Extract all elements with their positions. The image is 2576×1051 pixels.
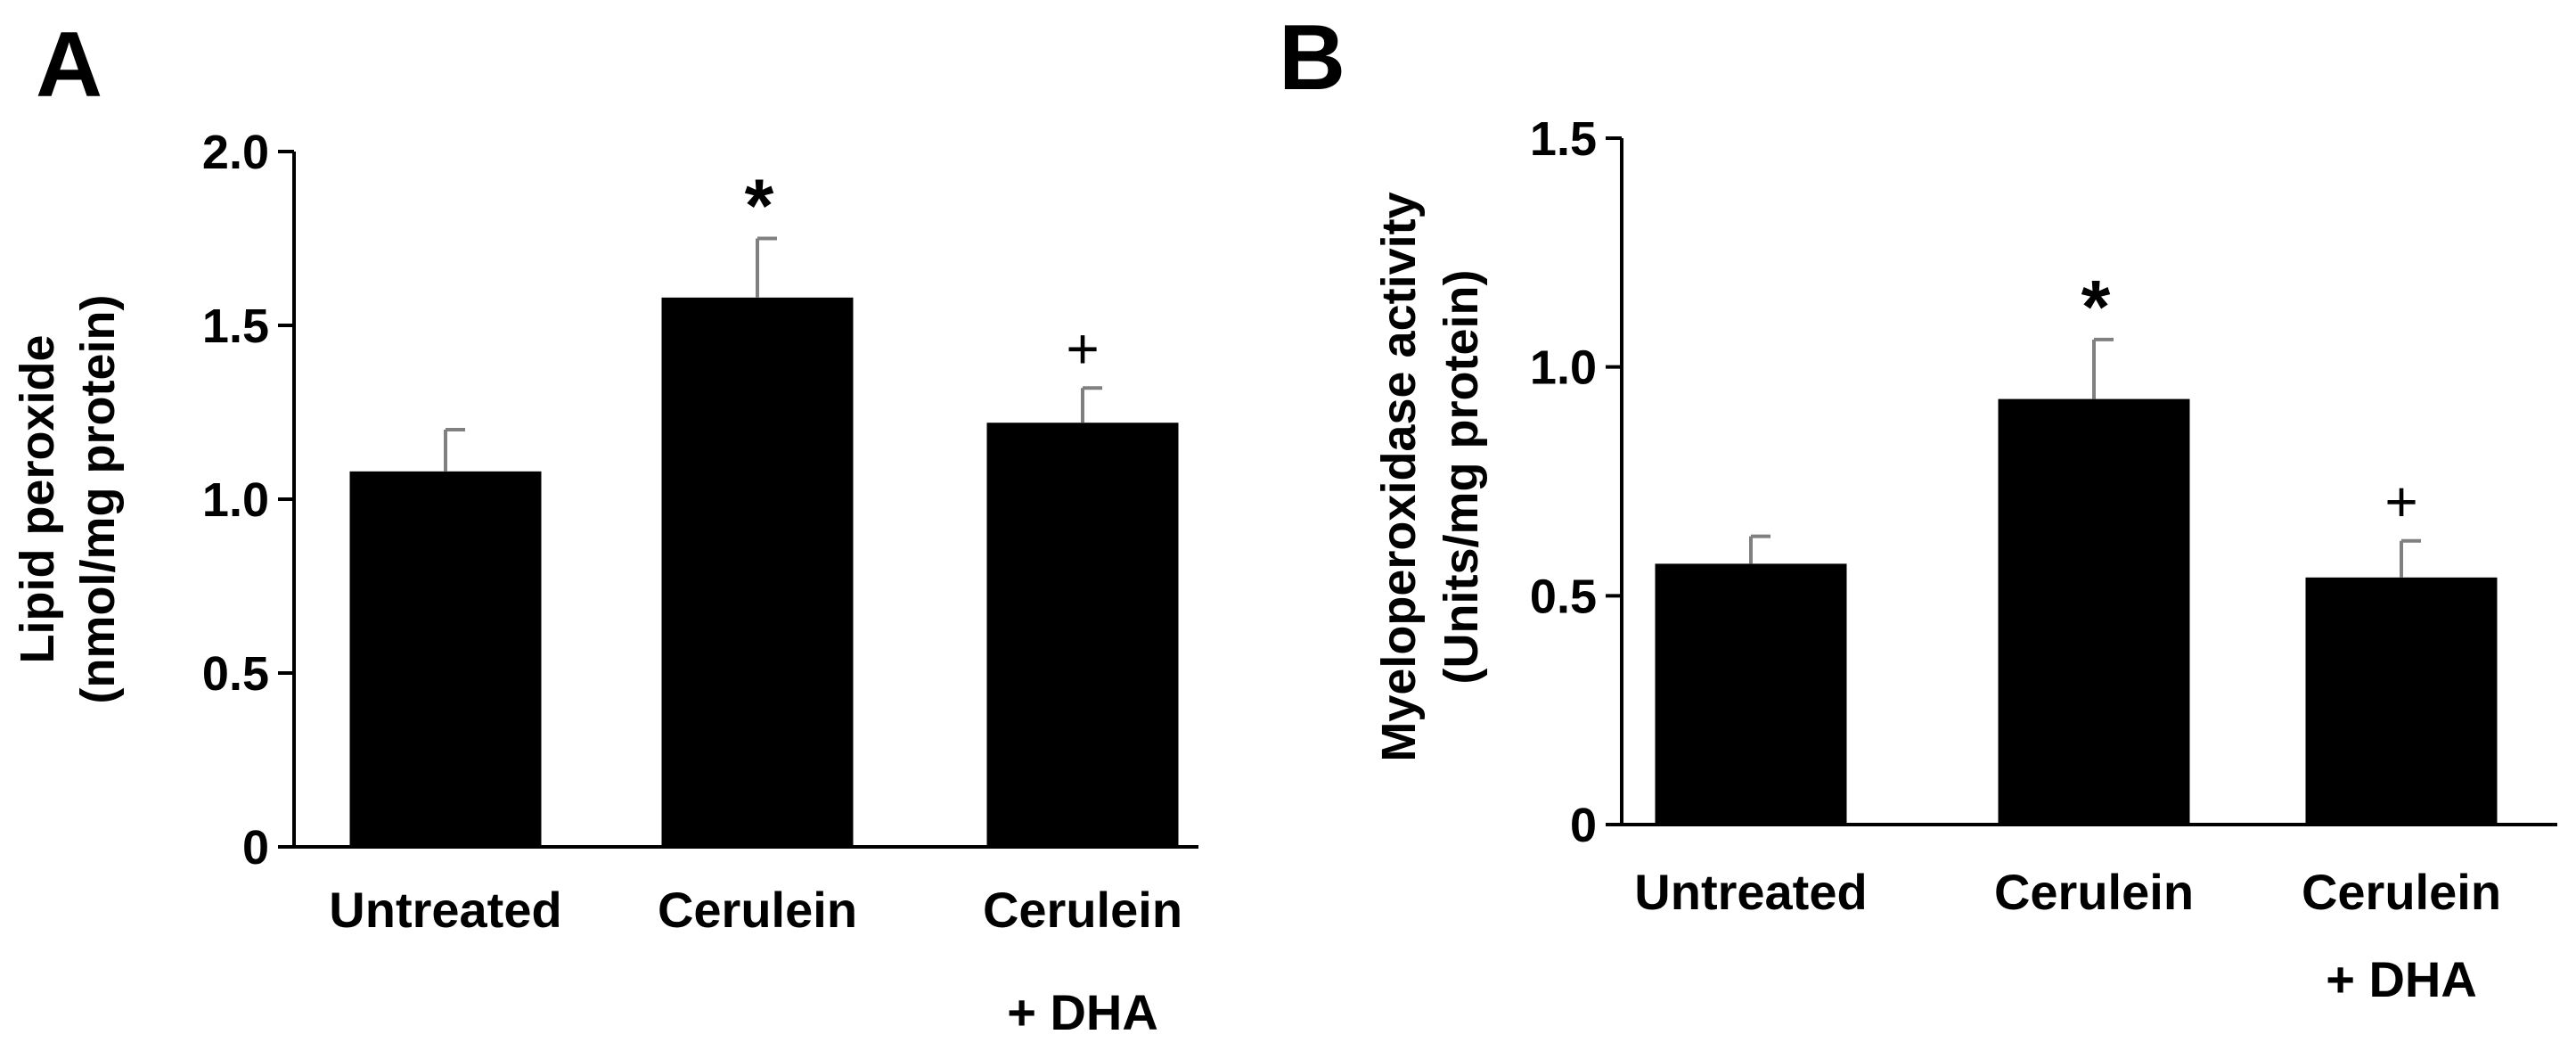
x-category-label: Untreated: [329, 882, 561, 938]
significance-marker: +: [2384, 470, 2417, 534]
y-tick-label: 0.5: [1530, 570, 1597, 623]
y-axis-label: (nmol/mg protein): [71, 295, 125, 704]
significance-marker: *: [2081, 265, 2111, 349]
bar: [1655, 563, 1847, 825]
bar: [986, 423, 1179, 847]
bar: [2305, 577, 2498, 825]
significance-marker: *: [745, 164, 774, 248]
y-tick-label: 0.5: [202, 647, 269, 701]
panel-b: B 0 0.5 1.0 1.5 Myeloperoxidase activity (Unit…: [1279, 6, 2557, 1007]
bar: [349, 471, 542, 847]
significance-marker: +: [1066, 316, 1099, 381]
x-category-label: Cerulein: [2302, 864, 2501, 920]
x-category-label: Untreated: [1634, 864, 1867, 920]
x-category-label: Cerulein: [983, 882, 1182, 938]
y-tick-label: 1.0: [202, 473, 269, 527]
y-axis-label: Myeloperoxidase activity: [1372, 192, 1426, 761]
y-tick-label: 0: [1570, 799, 1597, 852]
panel-a: A 0 0.5 1.0 1.5 2.0 Lipid peroxide (nmol/mg pro…: [11, 13, 1198, 1040]
x-category-label: + DHA: [1007, 984, 1158, 1040]
y-tick-label: 2.0: [202, 126, 269, 179]
x-category-label: Cerulein: [1994, 864, 2194, 920]
y-tick-label: 0: [242, 821, 269, 874]
y-tick-label: 1.0: [1530, 341, 1597, 395]
panel-letter: A: [36, 13, 102, 117]
y-tick-label: 1.5: [1530, 112, 1597, 166]
panel-letter: B: [1279, 6, 1345, 110]
x-category-label: + DHA: [2326, 951, 2477, 1007]
bar: [1998, 398, 2190, 825]
y-axis-label: (Units/mg protein): [1435, 270, 1488, 685]
y-axis-label: Lipid peroxide: [11, 334, 64, 663]
y-tick-label: 1.5: [202, 300, 269, 353]
bar: [661, 297, 854, 847]
x-category-label: Cerulein: [658, 882, 857, 938]
